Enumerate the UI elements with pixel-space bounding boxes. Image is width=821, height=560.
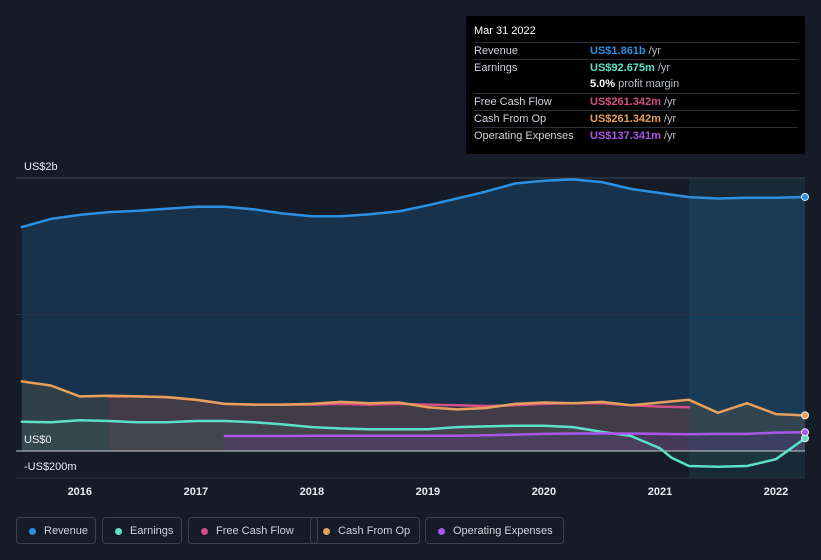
x-axis-labels: 2016 2017 2018 2019 2020 2021 2022: [68, 486, 789, 498]
area-free-cash-flow: [108, 396, 690, 451]
tooltip-label: Revenue: [474, 45, 519, 57]
series-lines: [20, 178, 807, 468]
tooltip-unit: /yr: [657, 62, 671, 74]
legend-label: Free Cash Flow: [216, 525, 294, 537]
tooltip-value: 5.0% profit margin: [590, 76, 679, 93]
area-operating-expenses: [224, 432, 805, 451]
tooltip-value: US$1.861b/yr: [590, 43, 661, 60]
legend-item-revenue[interactable]: Revenue: [16, 517, 96, 544]
legend-label: Cash From Op: [338, 525, 411, 537]
series-areas: [21, 179, 806, 467]
y-axis-labels: US$2b US$0 -US$200m: [24, 161, 77, 473]
tooltip-value: US$137.341m/yr: [590, 128, 676, 145]
tooltip-label: Cash From Op: [474, 113, 547, 125]
data-tooltip: Mar 31 2022 Revenue US$1.861b/yr Earning…: [466, 16, 805, 154]
endpoint-revenue: [801, 192, 809, 201]
line-earnings: [20, 419, 807, 468]
x-tick-label: 2020: [532, 486, 556, 498]
line-revenue: [20, 178, 807, 229]
tooltip-value-text: US$92.675m: [590, 62, 655, 74]
line-cash-from-op: [20, 380, 807, 417]
tooltip-value: US$92.675m/yr: [590, 60, 670, 77]
tooltip-unit: profit margin: [618, 78, 680, 90]
tooltip-value-text: US$261.342m: [590, 96, 661, 108]
legend-label: Earnings: [130, 525, 174, 537]
legend-dot-icon: [201, 528, 208, 535]
tooltip-unit: /yr: [648, 45, 661, 57]
legend-label: Operating Expenses: [453, 525, 553, 537]
area-earnings: [21, 420, 806, 467]
x-tick-label: 2016: [68, 486, 92, 498]
legend-item-free-cash-flow[interactable]: Free Cash Flow: [188, 517, 318, 544]
endpoint-cash-from-op: [801, 411, 809, 420]
legend-dot-icon: [438, 528, 445, 535]
grid-lines: [16, 177, 805, 479]
tooltip-label: Earnings: [474, 62, 518, 74]
legend-dot-icon: [115, 528, 122, 535]
tooltip-unit: /yr: [663, 130, 677, 142]
tooltip-row-earnings: Earnings US$92.675m/yr: [474, 59, 798, 77]
legend-dot-icon: [323, 528, 330, 535]
legend-item-cash-from-op[interactable]: Cash From Op: [310, 517, 420, 544]
tooltip-value: US$261.342m/yr: [590, 94, 676, 111]
legend-item-operating-expenses[interactable]: Operating Expenses: [425, 517, 564, 544]
tooltip-value-text: US$261.342m: [590, 113, 661, 125]
tooltip-value-text: US$137.341m: [590, 130, 661, 142]
legend-label: Revenue: [44, 525, 89, 537]
x-tick-label: 2017: [184, 486, 208, 498]
tooltip-value: US$261.342m/yr: [590, 111, 676, 128]
line-operating-expenses: [223, 431, 807, 438]
tooltip-value-text: 5.0%: [590, 78, 616, 90]
x-tick-label: 2019: [416, 486, 440, 498]
tooltip-row-operating-expenses: Operating Expenses US$137.341m/yr: [474, 127, 798, 145]
tooltip-date: Mar 31 2022: [474, 25, 536, 37]
tooltip-row-free-cash-flow: Free Cash Flow US$261.342m/yr: [474, 93, 798, 111]
tooltip-unit: /yr: [663, 113, 677, 125]
tooltip-label: Operating Expenses: [474, 130, 574, 142]
x-tick-label: 2021: [648, 486, 672, 498]
x-tick-label: 2018: [300, 486, 324, 498]
tooltip-label: Free Cash Flow: [474, 96, 552, 108]
legend-item-earnings[interactable]: Earnings: [102, 517, 182, 544]
series-endpoints: [801, 192, 809, 443]
endpoint-operating-expenses: [801, 428, 809, 437]
y-tick-label: US$0: [24, 434, 52, 446]
legend-dot-icon: [29, 528, 36, 535]
y-tick-label: US$2b: [24, 161, 58, 173]
tooltip-unit: /yr: [663, 96, 677, 108]
area-revenue: [21, 179, 806, 451]
y-tick-label: -US$200m: [24, 461, 77, 473]
tooltip-row-revenue: Revenue US$1.861b/yr: [474, 42, 798, 60]
x-tick-label: 2022: [764, 486, 788, 498]
tooltip-row-profit-margin: 5.0% profit margin: [474, 76, 798, 93]
tooltip-row-cash-from-op: Cash From Op US$261.342m/yr: [474, 110, 798, 128]
shaded-region: [688, 178, 805, 478]
tooltip-value-text: US$1.861b: [590, 45, 646, 57]
